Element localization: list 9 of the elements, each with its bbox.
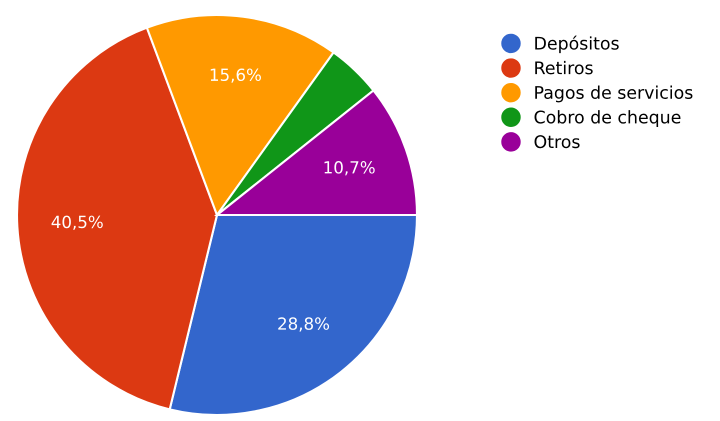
legend-label: Otros xyxy=(534,135,580,148)
legend-label: Cobro de cheque xyxy=(534,110,680,127)
legend-label: Retiros xyxy=(535,60,593,74)
data-label: 28,8% xyxy=(278,317,330,332)
data-label: 40,5% xyxy=(52,216,103,230)
data-label: 15,6% xyxy=(210,68,261,83)
legend-label: Pagos de servicios xyxy=(535,86,692,102)
data-label: 10,7% xyxy=(324,161,375,176)
legend-label: Depósitos xyxy=(535,36,619,54)
